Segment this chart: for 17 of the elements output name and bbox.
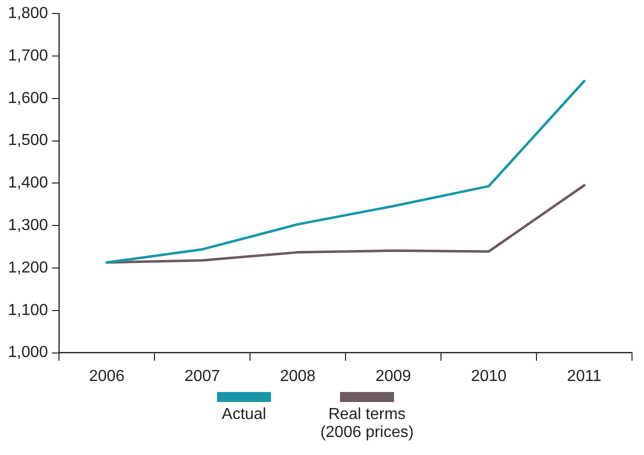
legend-label: Actual — [222, 406, 266, 424]
y-tick-label: 1,700 — [8, 47, 48, 64]
x-tick-label: 2011 — [567, 368, 602, 385]
y-tick-label: 1,200 — [8, 259, 48, 276]
x-tick-label: 2008 — [280, 368, 316, 385]
legend-label: Real terms (2006 prices) — [319, 406, 415, 442]
y-tick-label: 1,100 — [8, 302, 48, 319]
x-tick-label: 2010 — [470, 368, 507, 385]
y-tick-label: 1,000 — [8, 344, 48, 362]
x-tick-label: 2009 — [375, 368, 412, 385]
y-tick-label: 1,800 — [8, 5, 48, 22]
x-tick-label: 2006 — [88, 368, 125, 385]
y-tick-label: 1,400 — [8, 174, 48, 192]
y-tick-label: 1,600 — [8, 90, 48, 107]
y-tick-label: 1,300 — [8, 217, 48, 234]
y-tick-label: 1,500 — [8, 132, 48, 150]
x-tick-label: 2007 — [184, 368, 220, 385]
